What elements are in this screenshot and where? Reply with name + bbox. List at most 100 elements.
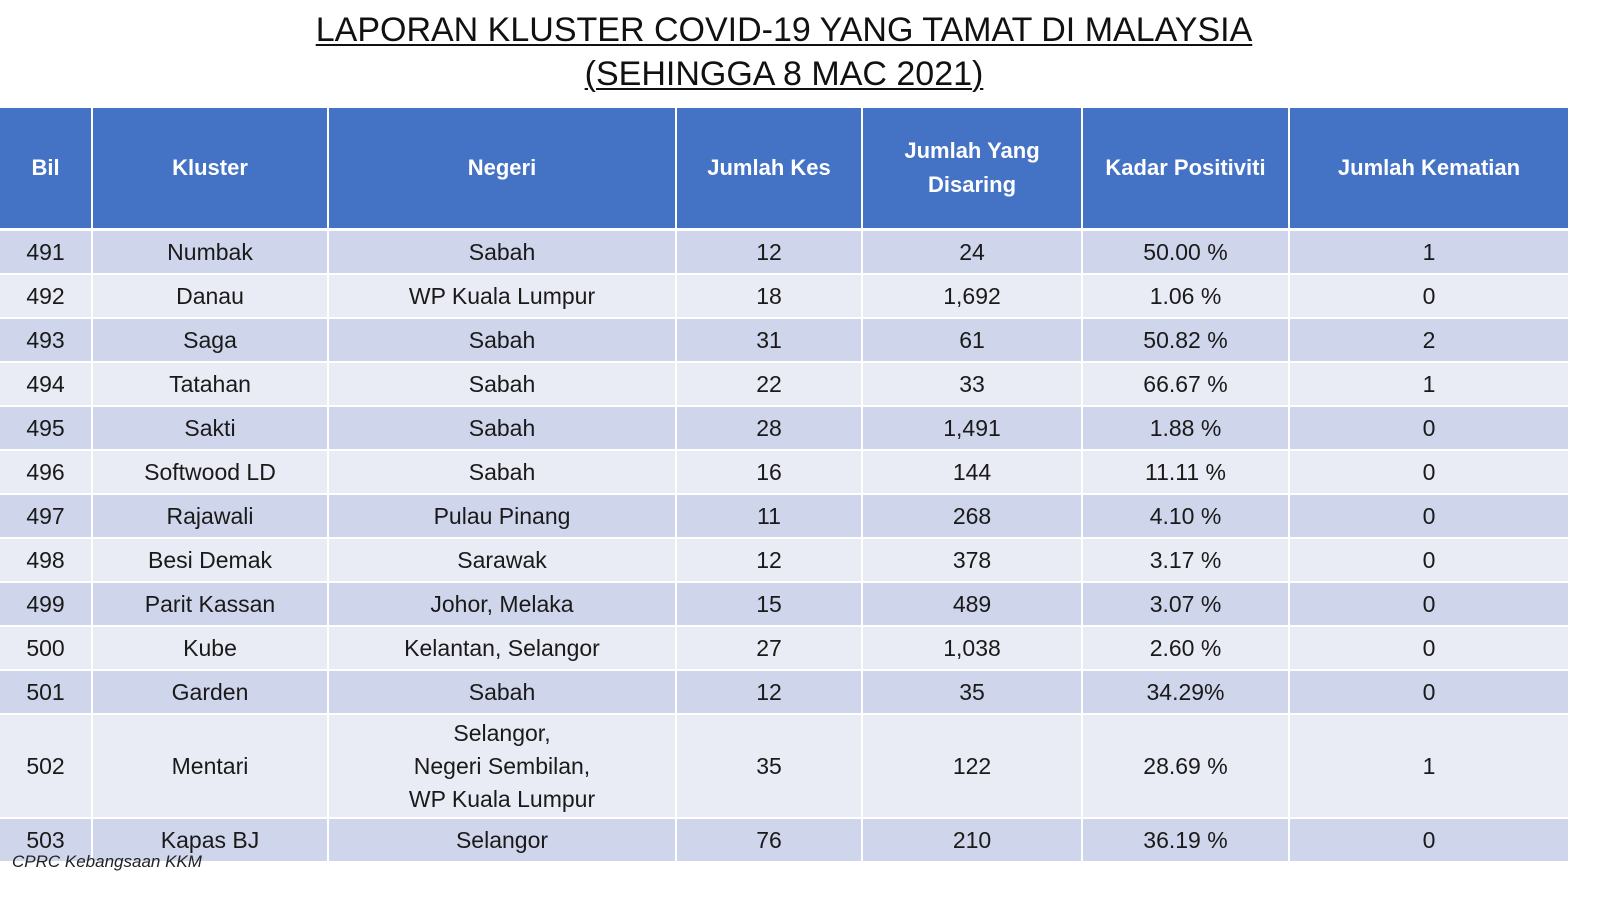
cell-jumlah-disaring: 489 [862, 582, 1083, 627]
cell-jumlah-kes: 28 [676, 406, 863, 451]
negeri-line: Pulau Pinang [433, 502, 571, 529]
cell-jumlah-disaring: 144 [862, 450, 1083, 495]
table-row: 499 Parit Kassan Johor, Melaka 15 489 3.07 % 0 [0, 582, 1568, 627]
table-row: 491 Numbak Sabah 12 24 50.00 % 1 [0, 229, 1568, 275]
cell-kluster: Saga [92, 318, 329, 363]
cell-negeri: Selangor, Negeri Sembilan, WP Kuala Lumpur [328, 714, 677, 819]
cell-jumlah-kematian: 1 [1289, 362, 1568, 407]
cell-kluster: Parit Kassan [92, 582, 329, 627]
negeri-line: WP Kuala Lumpur [408, 785, 596, 812]
cell-kadar-positiviti: 2.60 % [1082, 626, 1290, 671]
cell-jumlah-kematian: 0 [1289, 626, 1568, 671]
cell-negeri: Selangor [328, 818, 677, 863]
header-row: Bil Kluster Negeri Jumlah Kes Jumlah Yan… [0, 108, 1568, 231]
cell-jumlah-kes: 27 [676, 626, 863, 671]
cell-jumlah-kematian: 0 [1289, 450, 1568, 495]
header-kluster: Kluster [92, 108, 329, 231]
cell-jumlah-kes: 16 [676, 450, 863, 495]
table-row: 493 Saga Sabah 31 61 50.82 % 2 [0, 318, 1568, 363]
cell-kluster: Tatahan [92, 362, 329, 407]
cell-jumlah-kematian: 0 [1289, 406, 1568, 451]
cluster-table: Bil Kluster Negeri Jumlah Kes Jumlah Yan… [0, 108, 1568, 863]
cell-bil: 502 [0, 714, 93, 819]
negeri-line: WP Kuala Lumpur [408, 282, 596, 309]
header-jumlah-disaring-line-1: Jumlah Yang [904, 138, 1040, 163]
negeri-line: Sarawak [457, 546, 547, 573]
table-row: 498 Besi Demak Sarawak 12 378 3.17 % 0 [0, 538, 1568, 583]
cell-negeri: Sabah [328, 318, 677, 363]
cell-kluster: Rajawali [92, 494, 329, 539]
header-bil: Bil [0, 108, 93, 231]
cell-bil: 503 [0, 818, 93, 863]
table-row: 502 Mentari Selangor, Negeri Sembilan, WP Ku… [0, 714, 1568, 819]
negeri-line: Sabah [468, 238, 536, 265]
cell-kluster: Softwood LD [92, 450, 329, 495]
cell-jumlah-disaring: 35 [862, 670, 1083, 715]
table-row: 492 Danau WP Kuala Lumpur 18 1,692 1.06 % 0 [0, 274, 1568, 319]
header-kadar-positiviti: Kadar Positiviti [1082, 108, 1290, 231]
cell-bil: 493 [0, 318, 93, 363]
cell-jumlah-disaring: 24 [862, 229, 1083, 275]
cell-kluster: Besi Demak [92, 538, 329, 583]
cell-kluster: Kube [92, 626, 329, 671]
cell-kluster: Garden [92, 670, 329, 715]
negeri-line: Sabah [468, 370, 536, 397]
cell-bil: 500 [0, 626, 93, 671]
table-row: 500 Kube Kelantan, Selangor 27 1,038 2.60 % 0 [0, 626, 1568, 671]
negeri-line: Selangor [455, 826, 549, 853]
source-note: CPRC Kebangsaan KKM [12, 852, 202, 871]
cell-jumlah-kes: 22 [676, 362, 863, 407]
cell-jumlah-kes: 12 [676, 229, 863, 275]
cell-negeri: Sabah [328, 406, 677, 451]
cell-jumlah-kes: 76 [676, 818, 863, 863]
cell-jumlah-disaring: 378 [862, 538, 1083, 583]
cell-bil: 498 [0, 538, 93, 583]
cell-kluster: Sakti [92, 406, 329, 451]
title-line-2: (SEHINGGA 8 MAC 2021) [0, 52, 1568, 96]
negeri-line: Negeri Sembilan, [413, 752, 591, 779]
title-line-1-text: LAPORAN KLUSTER COVID-19 YANG TAMAT DI M… [315, 11, 1253, 49]
cell-kadar-positiviti: 28.69 % [1082, 714, 1290, 819]
negeri-line: Kelantan, Selangor [404, 634, 600, 661]
cell-kadar-positiviti: 1.06 % [1082, 274, 1290, 319]
cell-kadar-positiviti: 34.29% [1082, 670, 1290, 715]
cell-jumlah-kes: 31 [676, 318, 863, 363]
cell-kadar-positiviti: 36.19 % [1082, 818, 1290, 863]
cell-jumlah-kes: 12 [676, 538, 863, 583]
cell-kluster: Mentari [92, 714, 329, 819]
cell-jumlah-disaring: 210 [862, 818, 1083, 863]
cell-jumlah-kematian: 0 [1289, 582, 1568, 627]
cell-jumlah-disaring: 1,038 [862, 626, 1083, 671]
cell-jumlah-kematian: 0 [1289, 274, 1568, 319]
cell-bil: 497 [0, 494, 93, 539]
cell-negeri: Sabah [328, 450, 677, 495]
cell-bil: 492 [0, 274, 93, 319]
cell-jumlah-kes: 15 [676, 582, 863, 627]
table-row: 501 Garden Sabah 12 35 34.29% 0 [0, 670, 1568, 715]
negeri-line: Johor, Melaka [430, 590, 574, 617]
cell-kadar-positiviti: 11.11 % [1082, 450, 1290, 495]
title-line-1: LAPORAN KLUSTER COVID-19 YANG TAMAT DI M… [0, 8, 1568, 52]
report-title: LAPORAN KLUSTER COVID-19 YANG TAMAT DI M… [0, 8, 1568, 96]
cell-jumlah-disaring: 61 [862, 318, 1083, 363]
cell-kadar-positiviti: 3.07 % [1082, 582, 1290, 627]
cell-bil: 491 [0, 229, 93, 275]
cell-kadar-positiviti: 4.10 % [1082, 494, 1290, 539]
header-jumlah-kematian: Jumlah Kematian [1289, 108, 1568, 231]
cell-negeri: Johor, Melaka [328, 582, 677, 627]
cell-kluster: Kapas BJ [92, 818, 329, 863]
negeri-line: Sabah [468, 414, 536, 441]
cell-jumlah-disaring: 1,491 [862, 406, 1083, 451]
negeri-line: Sabah [468, 326, 536, 353]
cell-negeri: Sabah [328, 229, 677, 275]
table-row: 496 Softwood LD Sabah 16 144 11.11 % 0 [0, 450, 1568, 495]
table-body: 491 Numbak Sabah 12 24 50.00 % 1 492 Danau WP Kua… [0, 229, 1568, 863]
cell-jumlah-disaring: 268 [862, 494, 1083, 539]
cell-bil: 494 [0, 362, 93, 407]
header-negeri: Negeri [328, 108, 677, 231]
cell-bil: 496 [0, 450, 93, 495]
cell-kadar-positiviti: 50.82 % [1082, 318, 1290, 363]
negeri-line: Selangor, [453, 719, 551, 746]
cell-jumlah-kematian: 1 [1289, 229, 1568, 275]
cell-negeri: Kelantan, Selangor [328, 626, 677, 671]
